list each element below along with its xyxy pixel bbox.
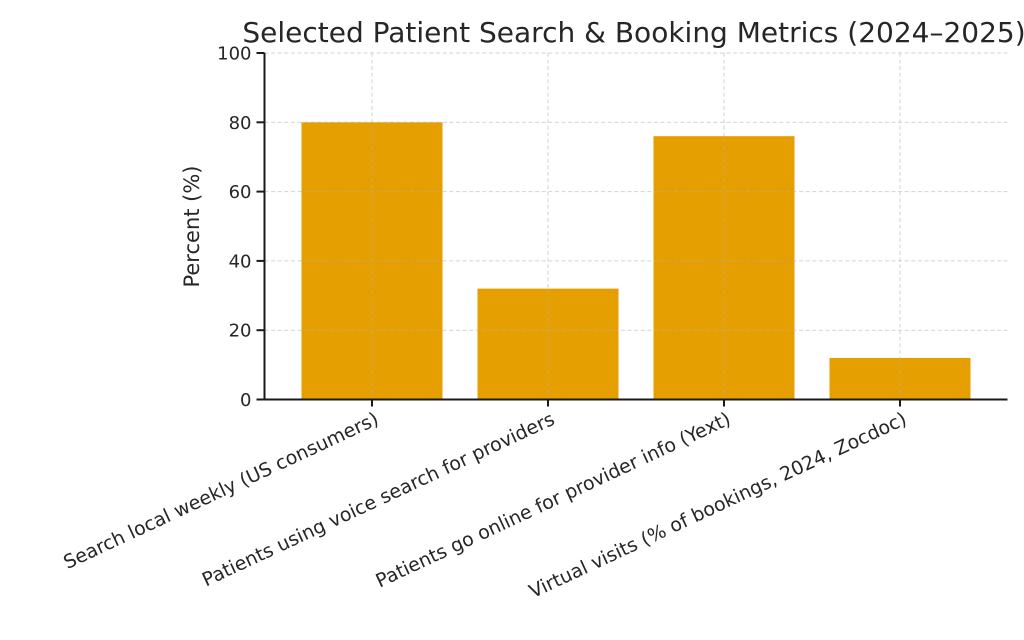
x-tick-label: Patients using voice search for provider…: [199, 408, 558, 591]
y-tick-label: 100: [217, 44, 251, 65]
y-tick-label: 20: [229, 321, 252, 342]
y-tick-label: 40: [229, 251, 252, 272]
y-tick-label: 0: [240, 390, 251, 411]
y-tick-label: 60: [229, 182, 252, 203]
y-tick-label: 80: [229, 113, 252, 134]
x-tick-label: Patients go online for provider info (Ye…: [372, 408, 734, 592]
x-tick-label: Search local weekly (US consumers): [60, 408, 382, 574]
x-tick-label: Virtual visits (% of bookings, 2024, Zoc…: [526, 408, 910, 603]
chart-title: Selected Patient Search & Booking Metric…: [242, 16, 1024, 49]
y-axis-label: Percent (%): [180, 165, 204, 287]
